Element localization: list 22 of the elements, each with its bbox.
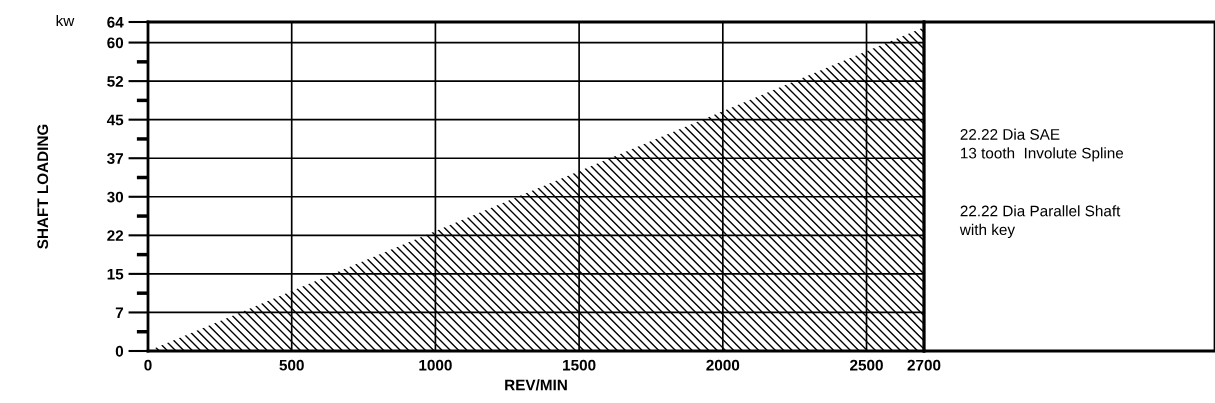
x-axis-title: REV/MIN (505, 379, 567, 391)
text: kw (56, 14, 75, 26)
y-tick-label: 7 (115, 307, 124, 318)
x-tick-label: 1000 (419, 359, 452, 371)
y-tick-label: 22 (107, 230, 124, 241)
x-tick-label: 500 (279, 359, 304, 371)
y-tick-label: 64 (107, 16, 124, 28)
y-tick-label: 37 (107, 153, 124, 164)
y-tick-label: 15 (107, 268, 124, 280)
x-tick-label: 1500 (563, 359, 596, 371)
text: 22.22 Dia SAE 13 tooth Involute Spline (960, 128, 1124, 162)
x-tick-label: 2000 (706, 359, 740, 371)
y-tick-label: 52 (107, 75, 124, 87)
x-tick-label: 0 (144, 359, 152, 371)
x-tick-label: 2500 (850, 359, 883, 371)
y-tick-label: 60 (107, 37, 124, 49)
y-axis-title: SHAFT LOADING (37, 124, 49, 249)
text: 22.22 Dia Parallel Shaft with key (959, 205, 1121, 239)
y-tick-label: 45 (106, 114, 124, 126)
y-tick-label: 30 (107, 191, 124, 203)
x-tick-label: 2700 (907, 359, 941, 371)
y-tick-label: 0 (115, 345, 124, 357)
